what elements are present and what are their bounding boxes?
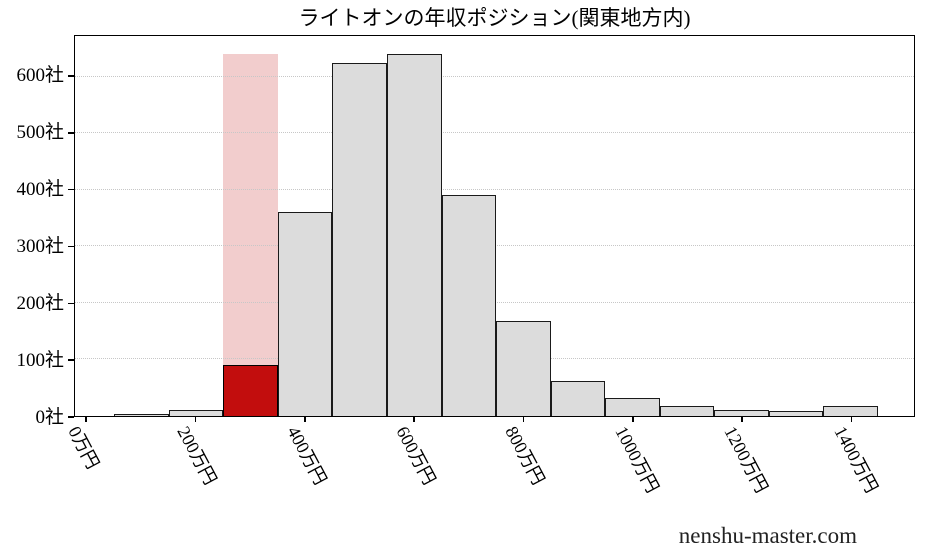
histogram-bar-800 [496, 321, 551, 416]
x-tick-label-800: 800万円 [501, 423, 550, 489]
y-tick-100 [68, 359, 74, 361]
x-tick-label-400: 400万円 [283, 423, 331, 489]
histogram-bar-200 [168, 409, 224, 416]
y-tick-500 [68, 132, 74, 134]
y-tick-label-600: 600社 [16, 65, 64, 87]
x-tick-label-1200: 1200万円 [720, 423, 773, 496]
histogram-bar-900 [550, 380, 606, 416]
gridline-600 [75, 75, 914, 77]
histogram-bar-1200 [714, 409, 769, 416]
y-tick-label-200: 200社 [16, 292, 64, 314]
x-tick-200 [194, 417, 197, 422]
histogram-bar-1000 [605, 397, 660, 416]
histogram-bar-500 [332, 62, 388, 416]
y-tick-0 [68, 416, 74, 418]
histogram-bar-1400 [823, 405, 878, 416]
histogram-bar-600 [387, 54, 442, 416]
x-tick-600 [413, 417, 415, 422]
y-tick-label-400: 400社 [16, 179, 64, 201]
histogram-bar-300 [223, 365, 278, 416]
highlight-band [223, 54, 278, 416]
y-tick-600 [68, 75, 74, 77]
x-tick-1400 [850, 417, 853, 422]
histogram-bar-1300 [768, 411, 824, 416]
histogram-bar-1100 [659, 406, 715, 416]
chart-title: ライトオンの年収ポジション(関東地方内) [298, 6, 691, 30]
y-tick-label-300: 300社 [16, 235, 64, 257]
x-tick-1000 [632, 417, 634, 422]
watermark-text: nenshu-master.com [678, 523, 857, 548]
x-tick-1200 [741, 417, 743, 422]
x-tick-800 [522, 417, 525, 422]
y-tick-300 [68, 245, 74, 248]
x-tick-400 [304, 417, 306, 422]
y-tick-label-100: 100社 [16, 349, 64, 371]
x-tick-label-1400: 1400万円 [829, 423, 882, 496]
x-tick-label-0: 0万円 [64, 423, 104, 473]
histogram-bar-400 [277, 212, 333, 416]
plot-area [74, 35, 915, 417]
x-tick-label-200: 200万円 [173, 423, 221, 489]
y-tick-400 [68, 188, 74, 191]
y-tick-label-500: 500社 [16, 122, 64, 144]
x-tick-label-1000: 1000万円 [611, 423, 663, 496]
y-tick-label-0: 0社 [35, 406, 64, 428]
x-tick-0 [85, 417, 87, 422]
histogram-bar-100 [114, 414, 169, 416]
histogram-bar-700 [441, 195, 497, 416]
gridline-400 [75, 188, 914, 190]
x-tick-label-600: 600万円 [392, 423, 440, 489]
y-tick-200 [68, 302, 74, 305]
gridline-500 [75, 132, 914, 134]
